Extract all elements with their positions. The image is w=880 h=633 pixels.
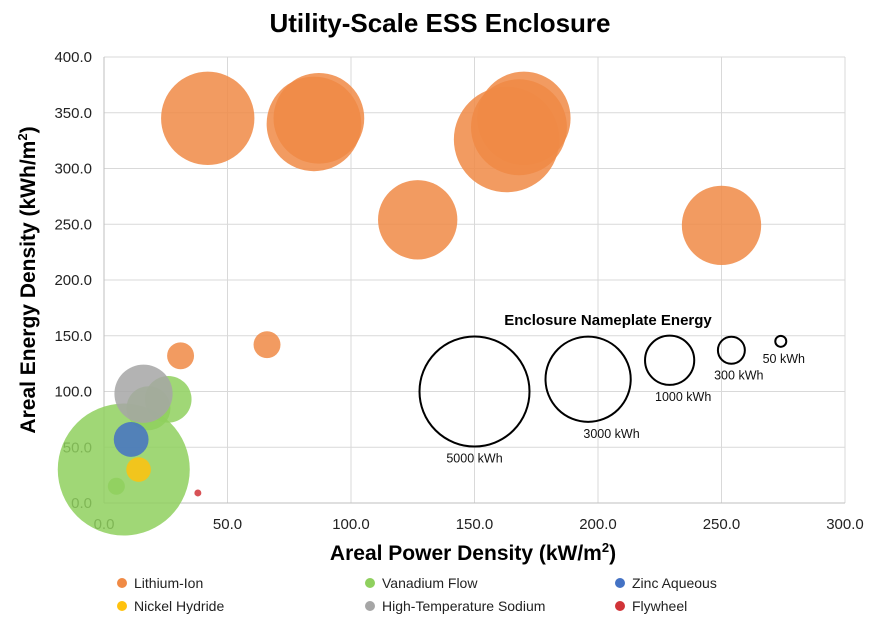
legend-label-5: Flywheel <box>632 598 687 614</box>
bubble-lithium-ion-6 <box>471 79 567 176</box>
y-tick-label-6: 300.0 <box>54 161 92 178</box>
x-tick-label-6: 300.0 <box>826 516 864 533</box>
size-legend-circle-3 <box>716 335 746 365</box>
size-legend-label-3: 300 kWh <box>714 369 763 383</box>
y-tick-label-4: 200.0 <box>54 272 92 289</box>
bubble-high-temperature-sodium-0 <box>114 364 173 423</box>
bubble-lithium-ion-0 <box>161 71 255 165</box>
x-axis-title-end: ) <box>609 542 616 565</box>
size-legend-label-4: 50 kWh <box>763 352 805 366</box>
legend-marker-2 <box>615 578 625 588</box>
legend-marker-0 <box>117 578 127 588</box>
legend-marker-5 <box>615 601 625 611</box>
y-axis-title-end: ) <box>17 126 40 133</box>
x-tick-label-4: 200.0 <box>579 516 617 533</box>
bubble-lithium-ion-3 <box>378 180 458 260</box>
x-tick-label-5: 250.0 <box>703 516 741 533</box>
legend-label-2: Zinc Aqueous <box>632 575 717 591</box>
x-tick-label-1: 50.0 <box>213 516 242 533</box>
bubble-vanadium-flow-3 <box>107 477 125 495</box>
y-axis-title-sup: 2 <box>15 133 30 140</box>
legend-label-1: Vanadium Flow <box>382 575 478 591</box>
legend-marker-1 <box>365 578 375 588</box>
size-legend-label-2: 1000 kWh <box>655 390 711 404</box>
bubble-zinc-aqueous-0 <box>113 422 149 457</box>
x-axis-title-main: Areal Power Density (kW/m <box>330 542 602 565</box>
bubble-vanadium-flow-0 <box>57 403 190 536</box>
bubble-flywheel-0 <box>194 489 202 497</box>
x-axis-title-sup: 2 <box>602 540 609 555</box>
x-axis-title: Areal Power Density (kW/m2) <box>330 540 616 565</box>
size-legend-circle-2 <box>644 334 696 386</box>
y-tick-label-7: 350.0 <box>54 105 92 122</box>
x-tick-label-2: 100.0 <box>332 516 370 533</box>
legend-label-4: High-Temperature Sodium <box>382 598 545 614</box>
bubble-lithium-ion-7 <box>681 185 762 266</box>
size-legend-title: Enclosure Nameplate Energy <box>504 312 712 329</box>
bubble-lithium-ion-2 <box>273 72 365 164</box>
size-legend-label-1: 3000 kWh <box>583 427 639 441</box>
bubbles <box>57 71 762 536</box>
x-tick-label-3: 150.0 <box>456 516 494 533</box>
size-legend-label-0: 5000 kWh <box>446 452 502 466</box>
y-axis-title-main: Areal Energy Density (kWh/m <box>17 141 40 434</box>
bubble-lithium-ion-9 <box>253 331 281 359</box>
bubble-nickel-hydride-0 <box>126 457 151 482</box>
legend-marker-4 <box>365 601 375 611</box>
legend-marker-3 <box>117 601 127 611</box>
legend-label-0: Lithium-Ion <box>134 575 203 591</box>
size-legend-circle-1 <box>544 335 632 423</box>
size-legend-circle-4 <box>774 334 788 348</box>
bubble-lithium-ion-8 <box>167 342 195 370</box>
size-legend-circle-0 <box>418 335 531 448</box>
y-tick-label-3: 150.0 <box>54 328 92 345</box>
y-axis-title: Areal Energy Density (kWh/m2) <box>15 126 40 433</box>
y-tick-label-5: 250.0 <box>54 216 92 233</box>
size-legend: Enclosure Nameplate Energy 5000 kWh 3000 … <box>418 312 805 466</box>
legend-label-3: Nickel Hydride <box>134 598 224 614</box>
y-tick-label-2: 100.0 <box>54 384 92 401</box>
chart-title: Utility-Scale ESS Enclosure <box>269 8 610 38</box>
legend: Lithium-Ion Vanadium Flow Zinc Aqueous Nick… <box>117 575 717 614</box>
y-tick-label-8: 400.0 <box>54 49 92 66</box>
